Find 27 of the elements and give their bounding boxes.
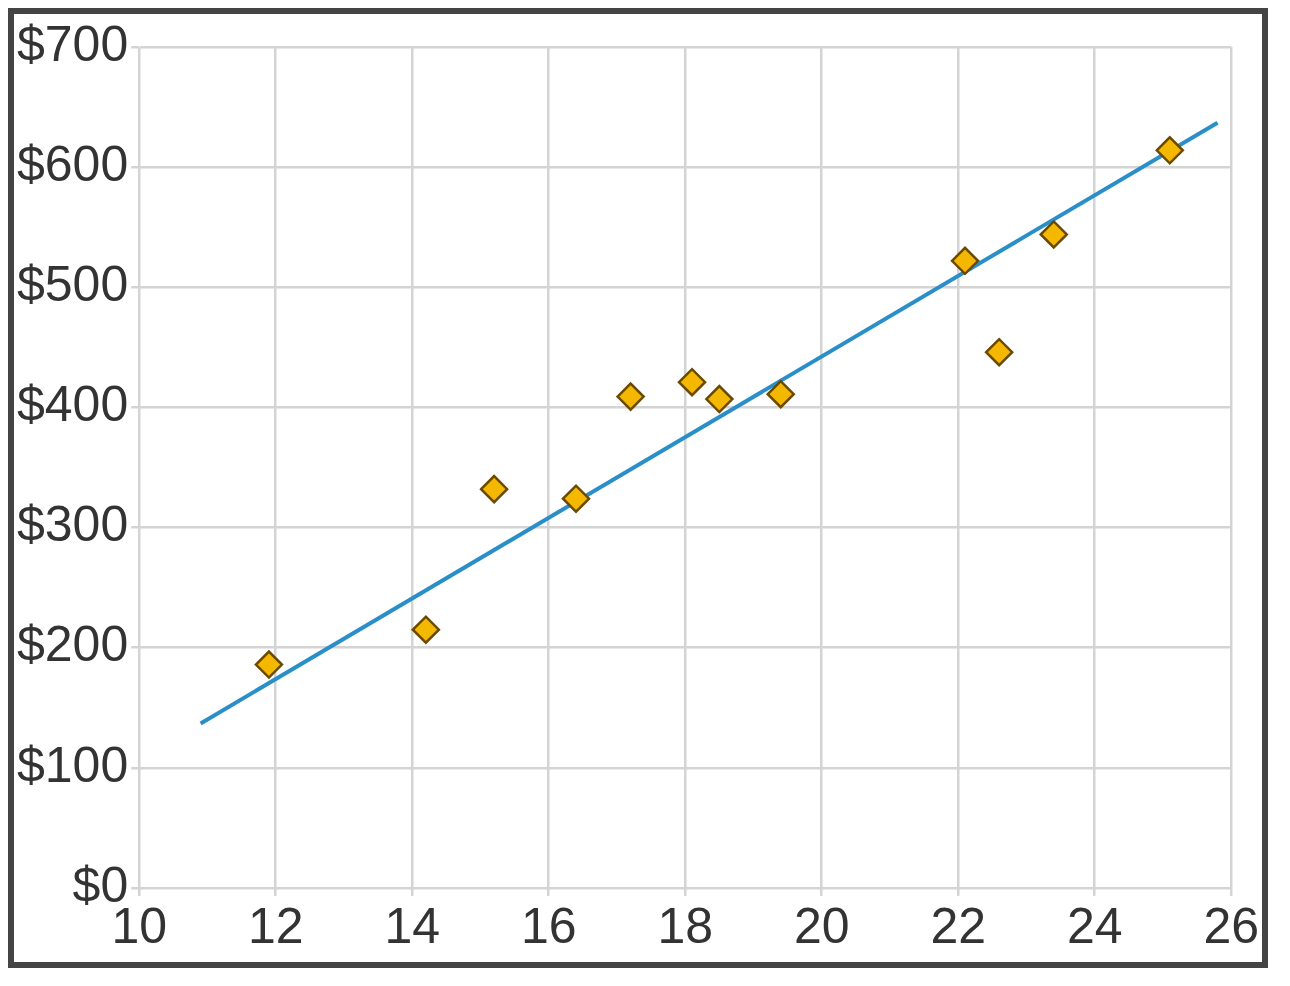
point: [705, 384, 734, 414]
point: [984, 337, 1014, 367]
point: [766, 379, 796, 409]
point: [1155, 136, 1185, 165]
x-tick-label: 14: [384, 897, 441, 954]
x-tick-label: 22: [930, 897, 987, 954]
point: [677, 367, 707, 397]
y-tick-label: $100: [17, 736, 129, 793]
point: [1039, 220, 1068, 249]
point: [616, 382, 645, 411]
point: [561, 484, 591, 513]
y-tick-label: $400: [17, 376, 129, 433]
x-tick-label: 20: [793, 897, 850, 954]
y-tick-label: $500: [17, 256, 129, 313]
x-tick-label: 24: [1066, 897, 1123, 954]
x-tick-label: 12: [247, 897, 304, 954]
point: [950, 246, 980, 276]
y-tick-label: $600: [17, 135, 129, 192]
x-tick-label: 18: [657, 897, 714, 954]
y-tick-label: $700: [17, 15, 129, 72]
point: [479, 474, 509, 504]
point: [254, 650, 284, 679]
y-tick-label: $200: [17, 616, 129, 673]
x-tick-label: 16: [520, 897, 577, 954]
y-tick-label: $300: [17, 496, 129, 553]
point: [411, 615, 441, 644]
x-tick-label: 26: [1203, 897, 1259, 954]
